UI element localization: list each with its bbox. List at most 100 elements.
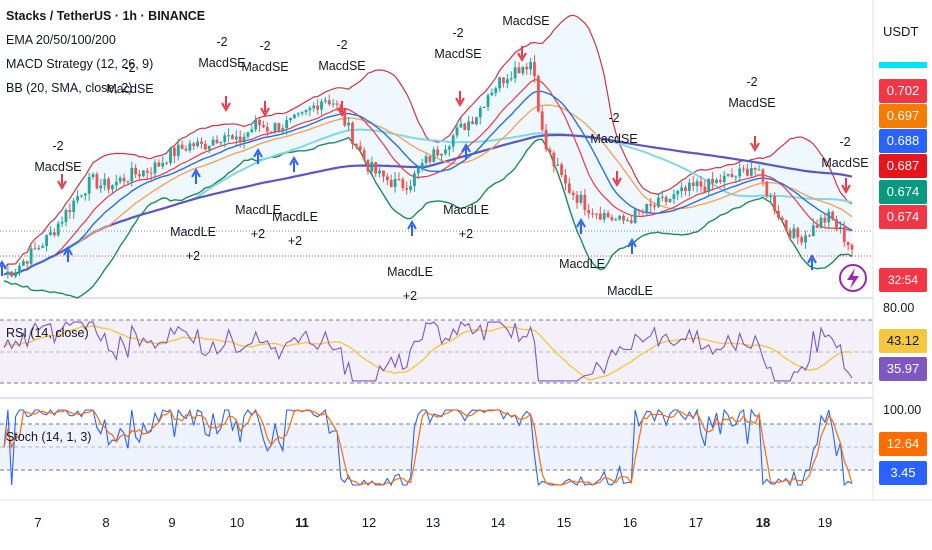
candle-body [780,217,784,221]
candle-body [296,113,300,115]
candle-body [614,219,618,221]
candle-body [753,168,757,170]
short-signal-arrowhead [612,177,622,188]
candle-body [641,211,645,213]
candle-body [343,111,347,126]
candle-body [784,220,788,231]
x-tick-label: 18 [755,515,771,530]
candle-body [33,248,37,250]
short-signal-arrowhead [517,52,527,63]
candle-body [637,209,641,212]
candle-body [676,191,680,195]
long-signal-arrowhead [807,253,817,264]
price-label: 0.687 [879,154,927,178]
candle-body [130,167,134,182]
candle-body [103,178,107,186]
candle-body [246,132,250,137]
candle-body [254,119,258,130]
candle-body [300,112,304,114]
candle-body [649,204,653,206]
long-signal-label: MacdLE +2 [272,210,318,248]
candle-body [823,217,827,223]
short-signal-arrowhead [337,107,347,118]
candle-body [672,194,676,200]
candle-body [180,144,184,149]
candle-body [382,170,385,177]
candle-body [699,181,703,187]
candle-body [598,213,602,220]
candle-body [420,163,424,169]
ema-legend[interactable]: EMA 20/50/100/200 [6,33,116,47]
candle-body [374,162,378,174]
candle-body [52,232,56,236]
ema20-line [3,79,853,276]
candle-body [796,228,800,238]
candle-body [606,213,610,218]
candle-body [846,242,850,246]
candle-body [72,200,76,213]
candle-body [64,210,68,222]
candle-body [196,141,200,147]
candle-body [362,150,366,160]
candle-body [478,107,482,118]
rsi-ma-value: 43.12 [879,329,927,353]
candle-body [517,67,521,74]
candle-body [273,123,277,132]
candle-body [645,204,649,212]
candle-body [14,272,18,277]
candle-body [289,118,292,121]
candle-body [571,192,575,196]
short-signal-label: -2 MacdSE [434,26,481,61]
candle-body [757,169,761,171]
macd-legend[interactable]: MACD Strategy (12, 26, 9) [6,57,154,71]
candle-body [323,100,327,102]
long-signal-label: MacdLE +2 [235,203,281,241]
x-tick-label: 14 [490,515,506,530]
candle-body [45,235,48,247]
price-label: 0.674 [879,180,927,204]
candle-body [37,247,41,249]
candle-body [668,199,672,203]
candle-body [203,143,207,150]
symbol-title: Stacks / TetherUS · 1h · BINANCE [6,9,206,23]
candle-body [455,127,459,136]
candle-body [463,123,467,131]
candle-body [351,122,354,144]
long-signal-label: MacdLE +2 [170,225,216,263]
candle-body [552,152,556,166]
candle-body [401,179,405,189]
candle-body [114,181,118,186]
lightning-icon[interactable] [839,264,867,292]
candle-body [533,62,536,77]
candle-body [626,220,629,222]
candle-body [335,103,339,105]
candle-body [68,210,72,213]
bb-legend[interactable]: BB (20, SMA, close, 2) [6,81,133,95]
candle-body [687,182,691,192]
candle-body [265,127,269,132]
candle-body [811,225,815,236]
stoch-legend[interactable]: Stoch (14, 1, 3) [6,430,92,444]
short-signal-arrowhead [841,184,851,195]
candle-body [707,178,711,193]
rsi-legend[interactable]: RSI (14, close) [6,326,89,340]
candle-body [451,135,455,147]
candle-body [629,220,633,223]
long-signal-arrowhead [627,237,637,248]
candle-body [548,149,552,153]
candle-body [378,170,381,174]
candle-body [60,221,64,224]
candle-body [49,232,52,236]
candle-body [83,193,87,196]
candle-body [21,261,25,266]
candle-body [416,168,420,174]
candle-body [622,215,625,221]
candle-body [211,139,215,146]
candle-body [215,139,219,144]
candle-body [234,136,238,140]
x-tick-label: 11 [295,515,309,530]
currency-label[interactable]: USDT [883,24,919,39]
candle-body [223,135,227,142]
candle-body [765,181,769,197]
